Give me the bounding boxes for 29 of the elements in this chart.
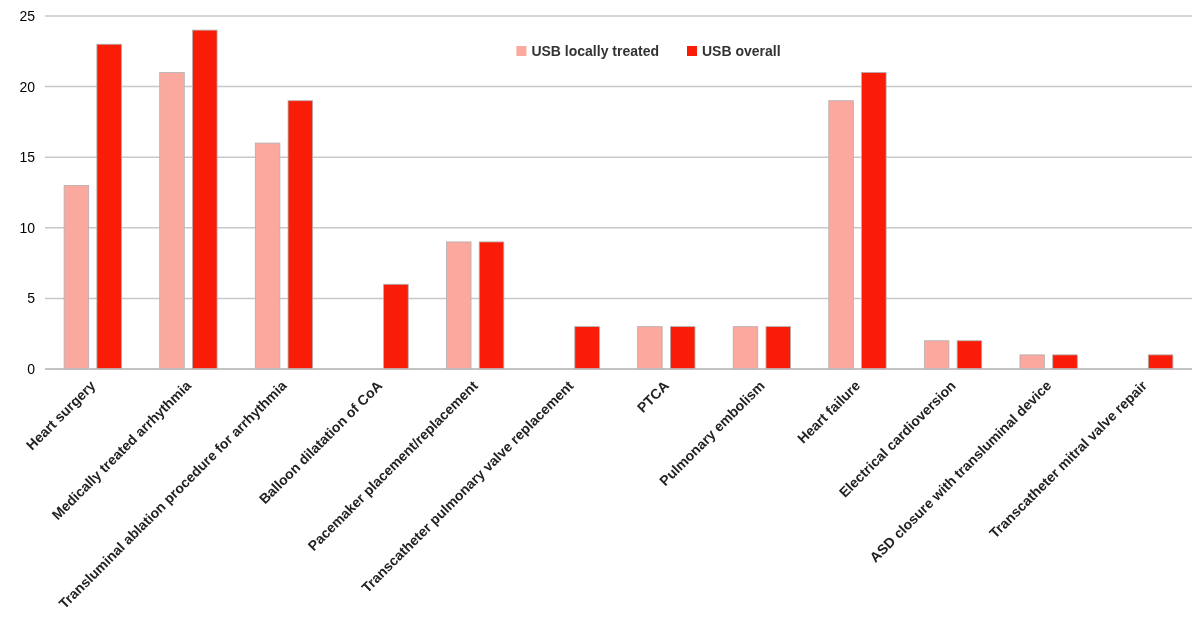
bar: [63, 185, 90, 370]
y-tick-label: 0: [27, 360, 36, 377]
y-tick-label: 20: [19, 78, 36, 95]
y-tick-label: 25: [19, 7, 36, 24]
bar: [254, 142, 281, 370]
bar: [287, 100, 314, 370]
bar: [478, 241, 505, 370]
bar: [923, 340, 950, 370]
bar: [765, 326, 791, 370]
bar: [446, 241, 472, 370]
bar: [1147, 354, 1174, 370]
bar: [192, 29, 218, 370]
bar: [861, 72, 887, 370]
legend-label: USB locally treated: [531, 42, 660, 59]
bar: [574, 326, 600, 370]
bar: [637, 326, 663, 370]
bar: [159, 72, 185, 370]
legend-label: USB overall: [702, 42, 781, 59]
bar: [732, 326, 759, 370]
y-tick-label: 5: [27, 290, 36, 307]
y-tick-label: 10: [19, 219, 36, 236]
y-tick-label: 15: [19, 149, 36, 166]
bar: [383, 283, 409, 370]
bar: [1052, 354, 1078, 370]
bar: [1019, 354, 1045, 370]
bar: [956, 340, 983, 370]
bar: [96, 43, 122, 370]
bar: [828, 100, 854, 370]
bar: [669, 326, 696, 370]
